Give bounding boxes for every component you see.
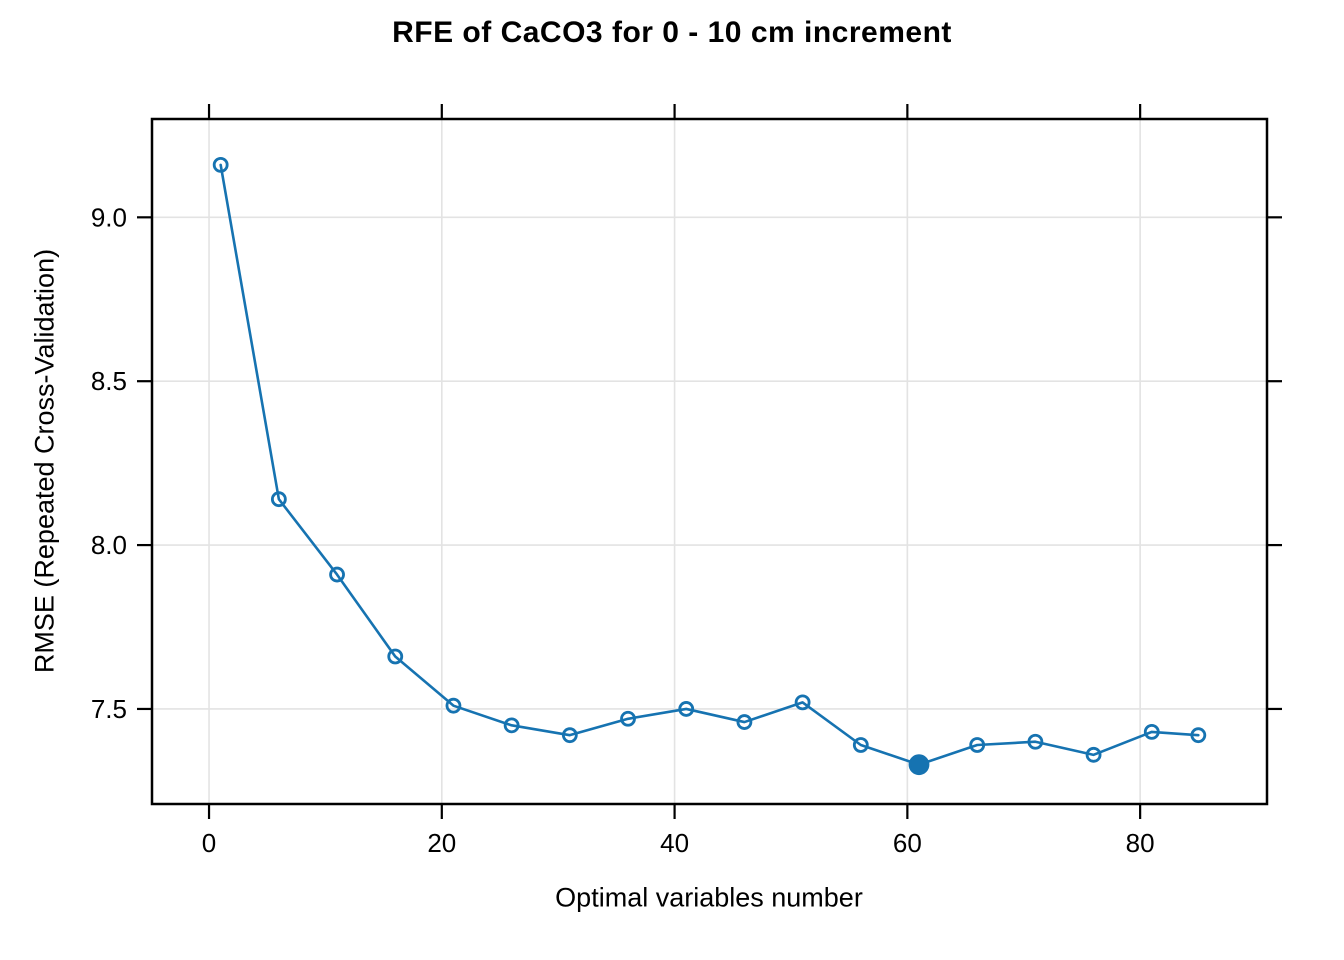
data-point-marker: [212, 156, 229, 173]
data-point-marker: [620, 710, 636, 727]
best-point-marker: [908, 754, 930, 776]
data-point-marker: [561, 727, 578, 744]
y-tick-label: 8.0: [91, 530, 127, 560]
y-tick-label: 7.5: [91, 694, 127, 724]
chart-title: RFE of CaCO3 for 0 - 10 cm increment: [392, 16, 952, 49]
x-axis-title: Optimal variables number: [555, 882, 863, 913]
data-point-marker: [503, 717, 520, 734]
data-point-marker: [445, 697, 462, 714]
data-point-marker: [969, 737, 986, 753]
data-point-marker: [1190, 727, 1207, 744]
plot-border: [150, 117, 1269, 806]
x-tick-label: 80: [1126, 828, 1155, 858]
data-point-marker: [794, 694, 811, 711]
data-point-marker: [387, 648, 404, 665]
data-point-marker: [270, 491, 287, 508]
x-tick-label: 0: [202, 828, 216, 858]
x-tick-label: 40: [660, 828, 689, 858]
data-point-marker: [1143, 723, 1160, 740]
data-point-marker: [736, 714, 753, 730]
data-point-marker: [329, 566, 345, 583]
x-tick-label: 60: [893, 828, 922, 858]
rmse-line: [219, 163, 1200, 766]
data-point-marker: [1027, 733, 1044, 750]
data-point-marker: [678, 701, 695, 717]
y-tick-label: 9.0: [91, 202, 127, 232]
data-point-marker: [1085, 746, 1102, 763]
y-tick-label: 8.5: [91, 366, 127, 396]
data-point-marker: [852, 737, 869, 753]
x-tick-label: 20: [427, 828, 456, 858]
